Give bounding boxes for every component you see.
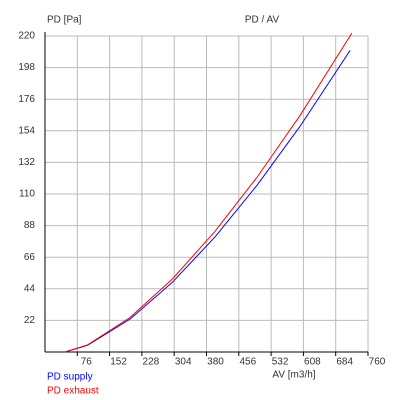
legend-label: PD supply xyxy=(47,372,93,383)
x-tick-label: 684 xyxy=(336,357,353,368)
y-tick-label: 220 xyxy=(18,31,35,42)
legend-label: PD exhaust xyxy=(47,386,99,397)
y-tick-label: 198 xyxy=(18,62,35,73)
y-tick-label: 132 xyxy=(18,157,35,168)
y-tick-label: 88 xyxy=(24,220,36,231)
x-tick-label: 532 xyxy=(272,357,289,368)
x-tick-label: 304 xyxy=(175,357,192,368)
y-tick-label: 22 xyxy=(24,315,36,326)
y-tick-label: 44 xyxy=(24,283,36,294)
line-series xyxy=(64,50,351,353)
y-tick-label: 110 xyxy=(19,189,35,200)
x-tick-label: 456 xyxy=(239,357,256,368)
x-tick-label: 228 xyxy=(143,357,160,368)
y-tick-label: 66 xyxy=(24,252,36,263)
x-tick-label: 152 xyxy=(110,357,127,368)
x-tick-label: 760 xyxy=(369,357,386,368)
chart-title: PD / AV xyxy=(245,15,280,26)
x-tick-label: 380 xyxy=(207,357,224,368)
y-tick-label: 154 xyxy=(18,125,35,136)
y-tick-label: 176 xyxy=(18,94,35,105)
y-axis-label: PD [Pa] xyxy=(47,15,82,26)
line-series xyxy=(64,32,353,353)
x-axis-label: AV [m3/h] xyxy=(272,370,315,381)
x-tick-label: 76 xyxy=(81,357,93,368)
x-tick-label: 608 xyxy=(304,357,321,368)
